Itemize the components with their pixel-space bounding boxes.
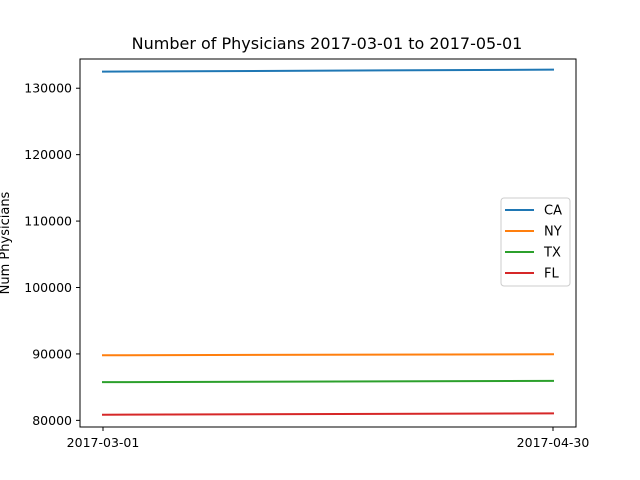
chart-title: Number of Physicians 2017-03-01 to 2017-… [132,34,523,53]
y-tick-label: 120000 [24,147,72,162]
legend-label-fl: FL [544,267,559,282]
y-tick-label: 130000 [24,81,72,96]
y-tick-label: 90000 [32,346,72,361]
legend-box [500,197,571,287]
series-line-ca [101,68,555,73]
y-tick-label: 80000 [32,413,72,428]
y-axis-label: Num Physicians [0,191,13,294]
series-line-tx [101,379,555,384]
y-tick-label: 100000 [24,280,72,295]
series-line-ny [101,353,555,357]
x-tick-label: 2017-04-30 [517,435,590,450]
legend: CA NY TX FL [500,197,571,287]
legend-label-tx: TX [543,246,561,261]
plot-area: 80000 90000 100000 110000 120000 130000 2017-0… [24,58,590,450]
legend-label-ny: NY [544,225,562,240]
y-tick-label: 110000 [24,214,72,229]
series-line-fl [101,412,555,416]
x-tick-label: 2017-03-01 [67,435,140,450]
axes-frame [79,58,577,428]
legend-label-ca: CA [544,204,562,219]
